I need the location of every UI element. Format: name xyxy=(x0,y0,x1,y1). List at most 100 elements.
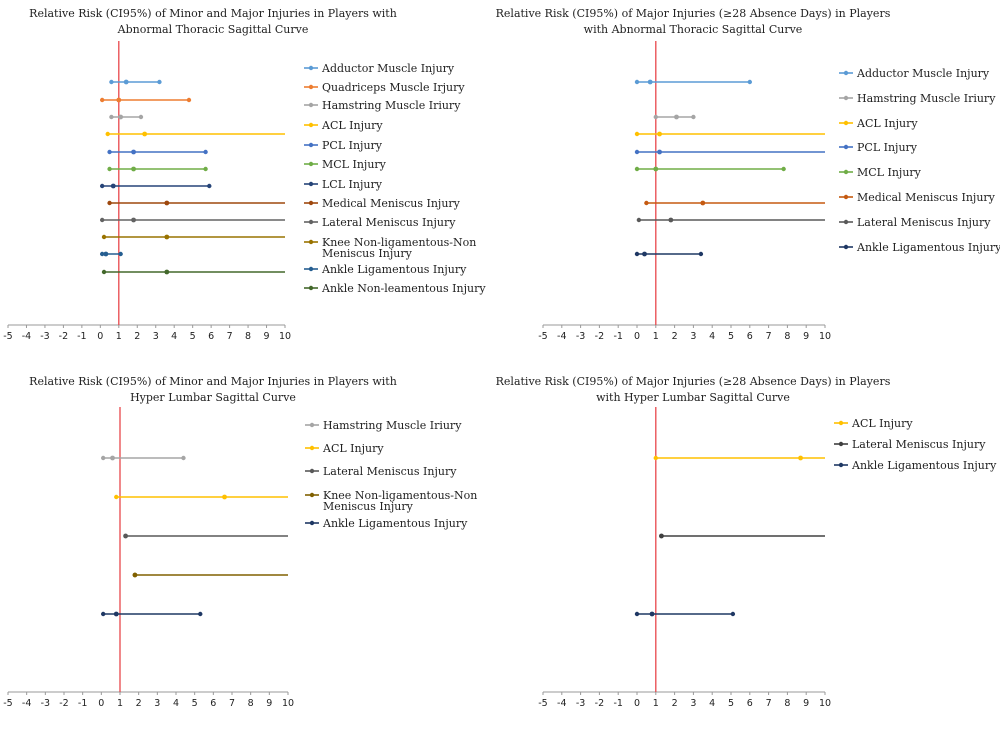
legend-item: Lateral Meniscus Injury xyxy=(304,216,456,229)
ci-row xyxy=(644,200,825,206)
x-tick-label: -4 xyxy=(557,331,566,342)
x-tick-label: -4 xyxy=(22,698,31,709)
ci-lower-point xyxy=(105,131,110,137)
x-tick-label: -5 xyxy=(3,331,12,342)
rr-point xyxy=(113,611,119,617)
ci-row xyxy=(107,149,208,155)
legend-item: Knee Non-ligamentous-Non Meniscus Injury xyxy=(304,236,476,260)
ci-upper-point xyxy=(698,251,704,257)
chart-title-line: Relative Risk (CI95%) of Minor and Major… xyxy=(29,7,397,20)
x-tick-label: 10 xyxy=(282,698,294,709)
ci-upper-point xyxy=(203,149,208,155)
legend-item: Ankle Non-leamentous Injury xyxy=(304,282,486,295)
rr-point xyxy=(116,97,122,103)
rr-point xyxy=(110,455,115,461)
legend-label: Knee Non-ligamentous-Non Meniscus Injury xyxy=(322,236,476,260)
legend-label: Ankle Ligamentous Injury xyxy=(856,241,1000,254)
ci-row xyxy=(634,79,752,85)
legend-label: Knee Non-ligamentous-Non Meniscus Injury xyxy=(323,489,477,513)
ci-row xyxy=(653,455,825,461)
ci-lower-point xyxy=(99,217,105,223)
legend-label: LCL Injury xyxy=(322,178,383,191)
ci-lower-point xyxy=(636,217,642,223)
ci-row xyxy=(107,166,208,172)
x-tick-label: 7 xyxy=(766,698,772,709)
legend-swatch-point xyxy=(309,492,315,498)
x-tick-label: 10 xyxy=(819,331,831,342)
legend-swatch-point xyxy=(309,468,315,474)
rr-point xyxy=(164,269,170,275)
legend-item: ACL Injury xyxy=(305,442,384,455)
ci-upper-point xyxy=(730,611,736,617)
ci-row xyxy=(653,114,696,120)
legend-label: Lateral Meniscus Injury xyxy=(852,438,986,451)
legend-label-line: Meniscus Injury xyxy=(323,500,414,513)
rr-point xyxy=(642,251,647,257)
ci-row xyxy=(107,200,285,206)
ci-upper-point xyxy=(203,166,208,172)
legend-item: Lateral Meniscus Injury xyxy=(305,465,457,478)
legend-swatch-point xyxy=(308,65,314,71)
legend-swatch-point xyxy=(843,70,849,76)
legend-item: Hamstring Muscle Iriury xyxy=(839,92,996,105)
ci-row xyxy=(114,494,288,500)
chart-title-line: Abnormal Thoracic Sagittal Curve xyxy=(117,23,309,36)
rr-point xyxy=(647,79,653,85)
rr-point xyxy=(103,251,109,257)
ci-row xyxy=(99,217,285,223)
ci-lower-point xyxy=(634,149,640,155)
x-tick-label: -4 xyxy=(557,698,566,709)
ci-row xyxy=(99,183,212,189)
legend-label: ACL Injury xyxy=(851,417,913,430)
x-tick-label: -3 xyxy=(41,698,50,709)
rr-point xyxy=(142,131,148,137)
ci-row xyxy=(634,149,825,155)
rr-point xyxy=(659,533,664,539)
ci-lower-point xyxy=(634,79,640,85)
legend-label: ACL Injury xyxy=(321,119,383,132)
x-tick-label: 2 xyxy=(136,698,142,709)
rr-point xyxy=(164,234,170,240)
rr-point xyxy=(131,149,136,155)
rr-point xyxy=(123,533,128,539)
x-tick-label: -2 xyxy=(59,698,68,709)
legend-swatch-point xyxy=(308,285,314,291)
legend-label: MCL Injury xyxy=(857,166,922,179)
x-tick-label: 9 xyxy=(264,331,270,342)
legend-label: Lateral Meniscus Injury xyxy=(322,216,456,229)
legend-item: Adductor Muscle Injury xyxy=(304,62,455,75)
ci-row xyxy=(659,533,825,539)
x-tick-label: 1 xyxy=(117,698,123,709)
ci-upper-point xyxy=(186,97,192,103)
legend-label: Lateral Meniscus Injury xyxy=(857,216,991,229)
legend-label: Hamstring Muscle Iriury xyxy=(322,99,461,112)
ci-row xyxy=(123,533,288,539)
x-tick-label: 10 xyxy=(819,698,831,709)
x-tick-label: 5 xyxy=(728,331,734,342)
panel-lumbar-major-injuries: Relative Risk (CI95%) of Major Injuries … xyxy=(496,375,997,709)
x-tick-label: 8 xyxy=(248,698,254,709)
x-tick-label: -1 xyxy=(77,331,86,342)
rr-point xyxy=(674,114,679,120)
ci-row xyxy=(634,166,786,172)
chart-title-line: Relative Risk (CI95%) of Major Injuries … xyxy=(496,375,891,388)
legend-label: Adductor Muscle Injury xyxy=(856,67,990,80)
ci-row xyxy=(109,114,144,120)
ci-upper-point xyxy=(747,79,752,85)
ci-row xyxy=(132,572,288,578)
x-tick-label: 3 xyxy=(690,698,696,709)
rr-point xyxy=(222,494,227,500)
ci-row xyxy=(101,269,285,275)
legend-label: Adductor Muscle Injury xyxy=(321,62,455,75)
x-tick-label: 0 xyxy=(97,331,103,342)
x-tick-label: 9 xyxy=(803,331,809,342)
legend-swatch-point xyxy=(308,266,314,272)
legend-label: Medical Meniscus Injury xyxy=(322,197,461,210)
rr-point xyxy=(132,572,138,578)
ci-row xyxy=(109,79,162,85)
rr-point xyxy=(123,79,129,85)
rr-point xyxy=(118,114,124,120)
ci-lower-point xyxy=(101,234,107,240)
legend-swatch-point xyxy=(843,144,849,150)
x-tick-label: 10 xyxy=(279,331,291,342)
